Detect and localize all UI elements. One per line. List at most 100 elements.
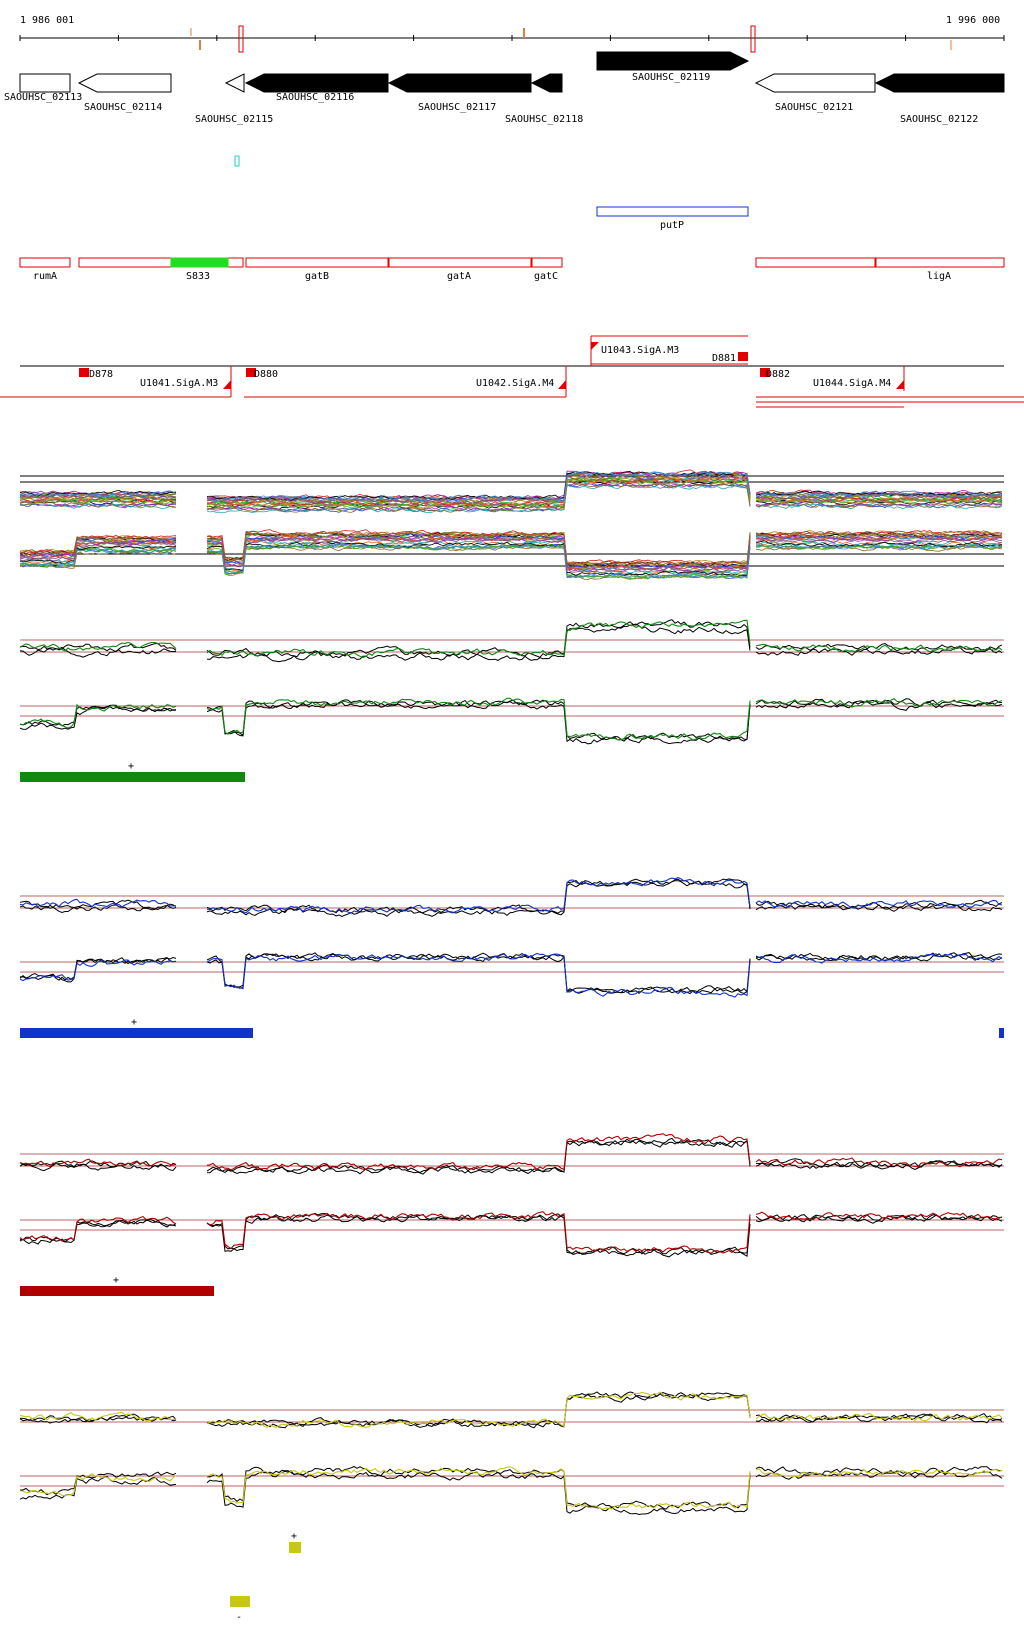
- expression-trace: [19, 540, 1003, 577]
- coordinate-ruler: 1 986 001 1 996 000: [19, 15, 1005, 53]
- gene-label: SAOUHSC_02116: [276, 92, 354, 103]
- green-condition-bar[interactable]: [20, 772, 245, 782]
- blue-condition-panel: [19, 877, 1004, 998]
- gene-arrow-02119[interactable]: [596, 51, 750, 71]
- expression-trace: [19, 1466, 1003, 1510]
- transcript-track: U1043.SigA.M3 D881 D878 U1041.SigA.M3 D8…: [0, 335, 1024, 408]
- gene-arrow-02115[interactable]: [224, 73, 245, 93]
- yellow-condition-panel: [19, 1391, 1004, 1516]
- expression-trace: [19, 1391, 1003, 1428]
- gene-arrow-02118[interactable]: [530, 73, 563, 93]
- expression-trace: [19, 478, 1003, 509]
- annotation-ligA[interactable]: [875, 257, 1005, 268]
- ruler-marker: [523, 28, 525, 38]
- yellow-condition-marker[interactable]: [289, 1542, 301, 1553]
- expression-trace: [19, 877, 1003, 914]
- transcript-label: D878: [89, 369, 113, 380]
- ruler-marker: [199, 40, 201, 50]
- gene-arrow-02116[interactable]: [244, 73, 389, 93]
- terminator-D878[interactable]: [79, 368, 89, 377]
- gene-arrow-02117[interactable]: [387, 73, 532, 93]
- gene-label: SAOUHSC_02113: [4, 92, 82, 103]
- annotation-label: rumA: [33, 271, 57, 282]
- expression-trace: [19, 530, 1003, 567]
- ruler-marker: [750, 25, 756, 53]
- expression-trace: [19, 532, 1003, 568]
- red-condition-panel: [19, 1133, 1004, 1258]
- yellow-condition-sign: +: [291, 1531, 297, 1542]
- expression-trace: [19, 1139, 1003, 1175]
- expression-trace: [19, 1470, 1003, 1516]
- red-annotation-track: rumA S833 gatB gatA gatC ligA: [19, 257, 1005, 282]
- yellow-condition-marker-minus[interactable]: [230, 1596, 250, 1607]
- green-condition-panel: [19, 619, 1004, 745]
- transcript-label: U1044.SigA.M4: [813, 378, 891, 389]
- annotation-rumA[interactable]: [19, 257, 71, 268]
- expression-trace: [19, 545, 1003, 581]
- annotation-gatC[interactable]: [531, 257, 563, 268]
- expression-panels: [19, 469, 1004, 1516]
- gene-label: SAOUHSC_02119: [632, 72, 710, 83]
- transcript-label: D882: [766, 369, 790, 380]
- gene-label: SAOUHSC_02114: [84, 102, 162, 113]
- expression-trace: [19, 1211, 1003, 1254]
- ruler-marker: [950, 40, 952, 50]
- gene-arrow-02122[interactable]: [874, 73, 1005, 93]
- expression-trace: [19, 623, 1003, 663]
- annotation-label: S833: [186, 271, 210, 282]
- expression-trace: [19, 473, 1003, 504]
- gene-arrow-02113[interactable]: [19, 73, 71, 93]
- multi-condition-panel: [19, 469, 1004, 581]
- transcript-label: D880: [254, 369, 278, 380]
- cyan-marker: [234, 155, 240, 167]
- expression-trace: [19, 1391, 1003, 1429]
- expression-trace: [19, 619, 1003, 659]
- ruler-marker: [190, 28, 192, 36]
- gene-arrow-02114[interactable]: [77, 73, 172, 93]
- annotation-S833[interactable]: [170, 257, 229, 268]
- annotation-label: putP: [660, 220, 684, 231]
- green-condition-sign: +: [128, 761, 134, 772]
- ruler-end-label: 1 996 000: [946, 15, 1000, 26]
- expression-trace: [19, 619, 1003, 658]
- annotation-label: ligA: [927, 271, 951, 282]
- expression-trace: [19, 483, 1003, 513]
- annotation-label: gatA: [447, 271, 471, 282]
- ruler-marker: [238, 25, 244, 53]
- red-condition-bar[interactable]: [20, 1286, 214, 1296]
- annotation-label: gatB: [305, 271, 329, 282]
- annotation-putP[interactable]: [596, 206, 749, 217]
- transcript-label: D881: [712, 353, 736, 364]
- ruler-start-label: 1 986 001: [20, 15, 74, 26]
- transcript-label: U1041.SigA.M3: [140, 378, 218, 389]
- expression-trace: [19, 879, 1003, 918]
- blue-condition-bar-end[interactable]: [999, 1028, 1004, 1038]
- annotation-gatB[interactable]: [245, 257, 389, 268]
- expression-trace: [19, 878, 1003, 916]
- gene-arrow-02121[interactable]: [754, 73, 876, 93]
- red-condition-sign: +: [113, 1275, 119, 1286]
- gene-label: SAOUHSC_02121: [775, 102, 853, 113]
- terminator-D880[interactable]: [246, 368, 256, 377]
- expression-trace: [20, 1465, 1003, 1510]
- terminator-D881[interactable]: [738, 352, 748, 361]
- yellow-condition-sign-minus: -: [236, 1612, 242, 1623]
- expression-trace: [19, 471, 1003, 502]
- annotation-gatA[interactable]: [388, 257, 532, 268]
- expression-trace: [19, 697, 1003, 741]
- expression-trace: [19, 1133, 1003, 1171]
- expression-trace: [19, 543, 1003, 579]
- blue-condition-bar[interactable]: [20, 1028, 253, 1038]
- transcript-label: U1043.SigA.M3: [601, 345, 679, 356]
- annotation-region[interactable]: [755, 257, 876, 268]
- terminator-D882[interactable]: [760, 368, 770, 377]
- blue-condition-sign: +: [131, 1017, 137, 1028]
- gene-label: SAOUHSC_02115: [195, 114, 273, 125]
- gene-label: SAOUHSC_02118: [505, 114, 583, 125]
- annotation-label: gatC: [534, 271, 558, 282]
- annotation-region[interactable]: [78, 257, 244, 268]
- condition-bars: + + + + -: [20, 761, 1004, 1623]
- expression-trace: [19, 537, 1003, 573]
- transcript-label: U1042.SigA.M4: [476, 378, 554, 389]
